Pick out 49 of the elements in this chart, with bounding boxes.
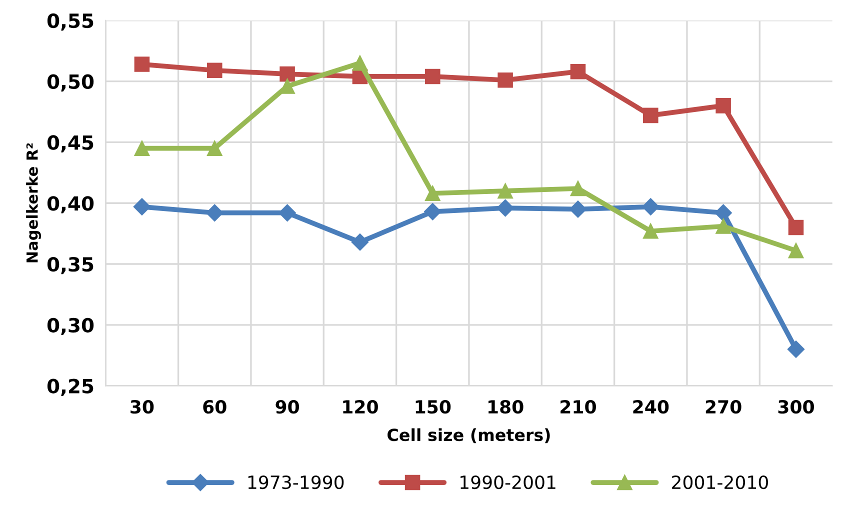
point	[134, 140, 150, 156]
y-axis-title: Nagelkerke R²	[26, 143, 41, 262]
legend-label: 2001-2010	[672, 475, 768, 490]
point	[496, 199, 514, 217]
point	[498, 183, 513, 199]
point	[643, 108, 658, 124]
point	[716, 98, 731, 114]
legend-label: 1990-2001	[460, 475, 556, 490]
point	[280, 66, 295, 82]
point	[206, 62, 222, 78]
point	[788, 220, 804, 236]
y-tick-label: 0,35	[47, 256, 94, 274]
point	[570, 64, 586, 80]
x-tick-label: 240	[633, 400, 669, 414]
point	[714, 204, 732, 222]
point	[133, 198, 151, 216]
point	[206, 140, 222, 156]
x-tick-label: 120	[343, 400, 378, 414]
x-tick-label: 270	[706, 400, 742, 414]
x-axis-title: Cell size (meters)	[388, 428, 550, 444]
legend-label: 1973-1990	[248, 475, 344, 490]
x-tick-label: 90	[276, 400, 299, 414]
point	[716, 218, 731, 234]
x-tick-label: 300	[778, 400, 814, 414]
x-tick-label: 180	[488, 400, 524, 414]
x-tick-label: 30	[130, 400, 154, 414]
y-tick-label: 0,45	[47, 135, 94, 152]
point	[206, 204, 224, 222]
y-tick-label: 0,40	[47, 196, 94, 214]
point	[788, 242, 804, 258]
point	[425, 186, 440, 202]
point	[425, 68, 440, 84]
point	[352, 55, 368, 71]
point	[278, 204, 296, 222]
x-tick-label: 210	[560, 400, 596, 414]
y-tick-label: 0,25	[47, 378, 94, 396]
y-tick-label: 0,30	[47, 318, 94, 336]
y-tick-label: 0,50	[47, 74, 94, 92]
y-tick-label: 0,55	[47, 13, 94, 31]
point	[570, 180, 586, 196]
point	[787, 340, 805, 358]
x-tick-label: 150	[416, 400, 451, 414]
point	[498, 72, 513, 88]
point	[424, 203, 442, 220]
point	[642, 198, 660, 216]
point	[351, 234, 369, 251]
x-tick-label: 60	[203, 400, 226, 414]
point	[134, 56, 150, 72]
point	[643, 223, 658, 239]
